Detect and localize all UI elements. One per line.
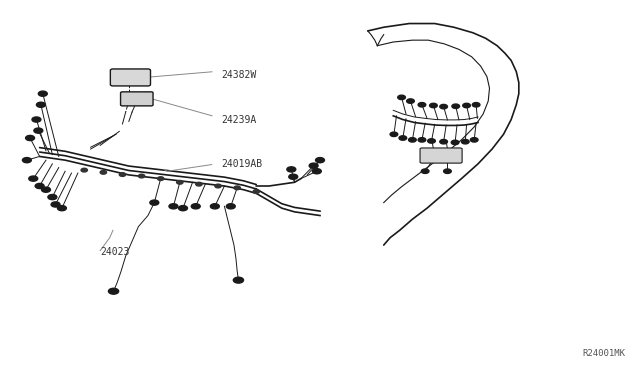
Circle shape — [234, 277, 244, 283]
Circle shape — [48, 195, 57, 200]
Circle shape — [119, 173, 125, 176]
Circle shape — [406, 99, 414, 103]
Circle shape — [42, 187, 51, 192]
Circle shape — [81, 168, 88, 172]
Circle shape — [463, 103, 470, 108]
Circle shape — [38, 91, 47, 96]
Circle shape — [227, 204, 236, 209]
Circle shape — [100, 170, 106, 174]
Circle shape — [34, 128, 43, 133]
Circle shape — [451, 140, 459, 145]
Circle shape — [418, 138, 426, 142]
Circle shape — [35, 183, 44, 189]
Circle shape — [429, 103, 437, 108]
Circle shape — [287, 167, 296, 172]
Circle shape — [399, 136, 406, 140]
Circle shape — [169, 204, 178, 209]
Circle shape — [470, 138, 478, 142]
Circle shape — [215, 184, 221, 188]
Circle shape — [179, 206, 188, 211]
Circle shape — [36, 102, 45, 108]
Circle shape — [51, 202, 60, 207]
Circle shape — [108, 288, 118, 294]
Circle shape — [397, 95, 405, 100]
Circle shape — [309, 163, 318, 168]
Circle shape — [253, 190, 259, 193]
Circle shape — [421, 169, 429, 173]
Circle shape — [418, 103, 426, 107]
Circle shape — [177, 180, 183, 184]
Circle shape — [58, 206, 67, 211]
FancyBboxPatch shape — [420, 148, 462, 163]
Circle shape — [196, 182, 202, 186]
Circle shape — [289, 174, 298, 179]
Text: 24023: 24023 — [100, 247, 129, 257]
Circle shape — [312, 169, 321, 174]
Circle shape — [234, 186, 241, 190]
Circle shape — [428, 139, 435, 143]
Circle shape — [32, 117, 41, 122]
Circle shape — [316, 158, 324, 163]
Circle shape — [138, 174, 145, 178]
Circle shape — [408, 138, 416, 142]
Text: 24019AB: 24019AB — [221, 159, 262, 169]
Circle shape — [440, 105, 447, 109]
FancyBboxPatch shape — [110, 69, 150, 86]
Circle shape — [461, 140, 469, 144]
FancyBboxPatch shape — [120, 92, 153, 106]
Circle shape — [472, 103, 480, 107]
Circle shape — [29, 176, 38, 181]
Circle shape — [211, 204, 220, 209]
Circle shape — [191, 204, 200, 209]
Text: R24001MK: R24001MK — [583, 349, 626, 358]
Text: 24382W: 24382W — [221, 70, 257, 80]
Circle shape — [157, 177, 164, 180]
Circle shape — [444, 169, 451, 173]
Circle shape — [150, 200, 159, 205]
Text: 24239A: 24239A — [221, 115, 257, 125]
Circle shape — [440, 140, 447, 144]
Circle shape — [452, 104, 460, 109]
Circle shape — [22, 158, 31, 163]
Circle shape — [390, 132, 397, 137]
Circle shape — [26, 135, 35, 141]
